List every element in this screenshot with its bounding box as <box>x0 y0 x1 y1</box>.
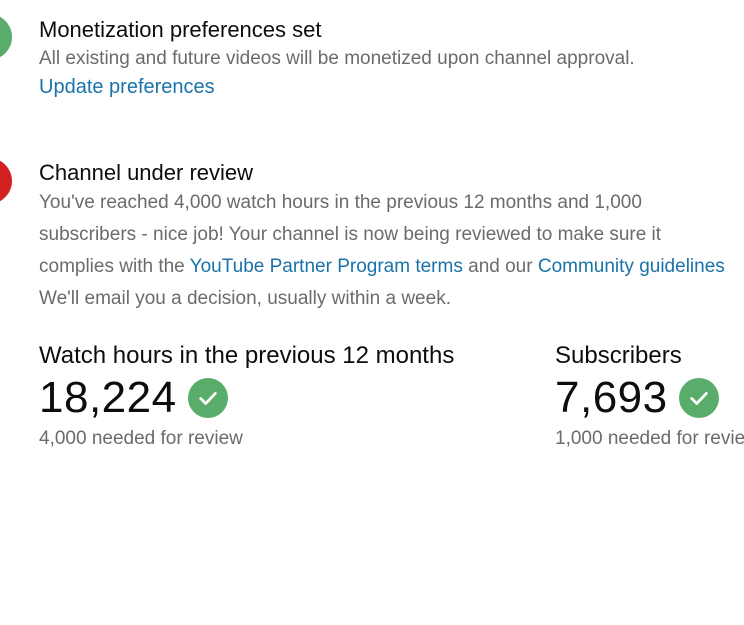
subscribers-stat: Subscribers 7,693 1,000 needed for revie… <box>555 340 744 452</box>
subscribers-value-row: 7,693 <box>555 374 744 422</box>
community-guidelines-link[interactable]: Community guidelines <box>537 256 725 277</box>
review-text-line-3: complies with the YouTube Partner Progra… <box>39 251 744 283</box>
review-title: Channel under review <box>39 160 254 185</box>
watch-hours-value-row: 18,224 <box>39 374 454 422</box>
subscribers-label: Subscribers <box>555 342 682 369</box>
watch-hours-note: 4,000 needed for review <box>39 428 243 449</box>
check-circle-icon <box>678 378 719 418</box>
check-circle-icon <box>187 378 228 418</box>
watch-hours-value: 18,224 <box>39 373 177 422</box>
partner-program-terms-link[interactable]: YouTube Partner Program terms <box>189 256 463 277</box>
monetization-section: Monetization preferences set All existin… <box>39 16 744 102</box>
monetization-title: Monetization preferences set <box>39 17 322 42</box>
success-status-icon <box>0 14 12 60</box>
monetization-description: All existing and future videos will be m… <box>39 48 635 69</box>
review-status-icon <box>0 158 12 204</box>
watch-hours-label: Watch hours in the previous 12 months <box>39 342 455 369</box>
checkmark-icon <box>198 392 217 405</box>
review-text-prefix: complies with the <box>39 256 190 277</box>
subscribers-value: 7,693 <box>555 373 668 422</box>
review-description: You've reached 4,000 watch hours in the … <box>39 187 744 315</box>
review-section: Channel under review You've reached 4,00… <box>39 159 744 315</box>
review-text-middle: and our <box>462 256 538 277</box>
watch-hours-stat: Watch hours in the previous 12 months 18… <box>39 340 454 452</box>
review-text-line-2: subscribers - nice job! Your channel is … <box>39 224 662 245</box>
checkmark-icon <box>689 392 708 405</box>
subscribers-note: 1,000 needed for review <box>555 428 744 449</box>
review-text-line-4: We'll email you a decision, usually with… <box>39 288 451 309</box>
review-text-line-1: You've reached 4,000 watch hours in the … <box>39 192 642 213</box>
update-preferences-link[interactable]: Update preferences <box>39 76 215 98</box>
